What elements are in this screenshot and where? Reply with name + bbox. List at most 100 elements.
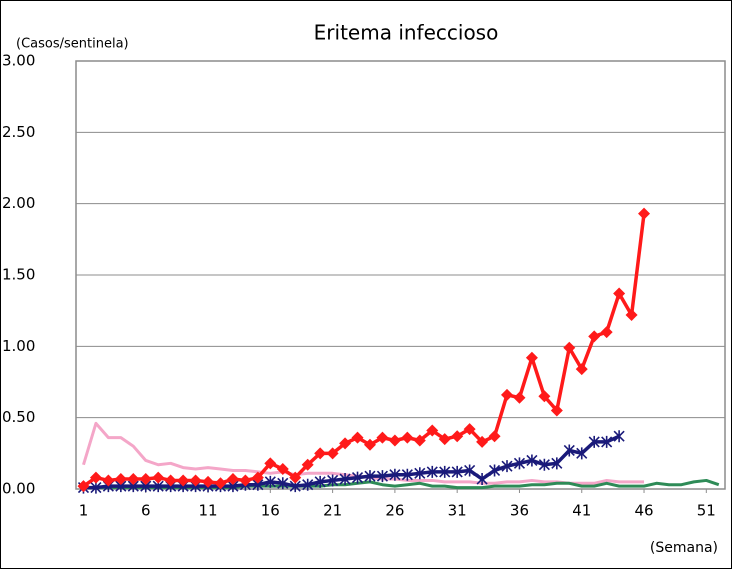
- point-marker: [551, 457, 563, 470]
- point-marker: [239, 474, 252, 487]
- point-marker: [77, 480, 90, 493]
- point-marker: [401, 431, 414, 444]
- point-marker: [339, 437, 352, 450]
- y-tick-label: 3.00: [2, 52, 35, 70]
- point-marker: [463, 423, 476, 436]
- y-tick-label: 0.50: [2, 408, 35, 426]
- point-marker: [302, 478, 314, 491]
- point-marker: [276, 463, 289, 476]
- point-marker: [438, 433, 451, 446]
- point-marker: [413, 434, 426, 447]
- point-marker: [376, 470, 389, 483]
- point-marker: [388, 434, 401, 447]
- point-marker: [152, 471, 165, 484]
- point-marker: [264, 475, 276, 488]
- point-marker: [451, 430, 464, 443]
- y-tick-label: 2.00: [2, 194, 35, 212]
- point-marker: [127, 473, 140, 486]
- point-marker: [464, 464, 476, 477]
- point-marker: [314, 447, 327, 460]
- y-tick-label: 2.50: [2, 123, 35, 141]
- x-tick-label: 21: [323, 502, 342, 520]
- point-marker: [638, 207, 651, 220]
- point-marker: [414, 467, 426, 480]
- point-marker: [327, 474, 339, 487]
- point-marker: [177, 474, 190, 487]
- point-marker: [588, 435, 600, 448]
- y-axis-label: (Casos/sentinela): [16, 37, 129, 52]
- point-marker: [364, 470, 376, 483]
- point-marker: [301, 458, 314, 471]
- x-tick-label: 46: [634, 502, 653, 520]
- point-marker: [563, 444, 575, 457]
- point-marker: [264, 457, 277, 470]
- point-marker: [563, 341, 576, 354]
- point-marker: [251, 471, 264, 484]
- point-marker: [226, 473, 239, 486]
- point-marker: [538, 390, 551, 403]
- point-marker: [625, 308, 638, 321]
- point-marker: [189, 474, 202, 487]
- point-marker: [476, 435, 489, 448]
- point-marker: [351, 431, 364, 444]
- point-marker: [202, 475, 215, 488]
- point-marker: [613, 430, 625, 443]
- point-marker: [351, 471, 364, 484]
- chart-title: Eritema infeccioso: [314, 21, 499, 45]
- plot-border: [75, 60, 726, 490]
- x-tick-label: 51: [697, 502, 716, 520]
- y-tick-label: 1.00: [2, 337, 35, 355]
- point-marker: [439, 465, 451, 478]
- point-marker: [488, 430, 501, 443]
- point-marker: [164, 474, 177, 487]
- point-marker: [525, 351, 538, 364]
- point-marker: [376, 431, 389, 444]
- y-tick-label: 0.00: [2, 480, 35, 498]
- series-line: [82, 213, 646, 488]
- point-marker: [426, 465, 438, 478]
- point-marker: [102, 474, 115, 487]
- point-marker: [314, 475, 326, 488]
- point-marker: [114, 473, 127, 486]
- x-axis-label: (Semana): [650, 540, 718, 556]
- point-marker: [277, 477, 289, 490]
- point-marker: [501, 388, 514, 401]
- point-marker: [326, 447, 339, 460]
- point-marker: [214, 477, 227, 490]
- point-marker: [513, 457, 526, 470]
- x-tick-label: 16: [261, 502, 280, 520]
- series-line: [83, 434, 620, 490]
- point-marker: [139, 473, 152, 486]
- point-marker: [513, 391, 526, 404]
- point-marker: [526, 454, 538, 467]
- y-tick-label: 1.50: [2, 266, 35, 284]
- x-tick-label: 11: [198, 502, 217, 520]
- point-marker: [601, 435, 613, 448]
- point-marker: [426, 424, 439, 437]
- x-tick-label: 6: [141, 502, 151, 520]
- point-marker: [389, 468, 401, 481]
- x-tick-label: 41: [572, 502, 591, 520]
- point-marker: [550, 404, 563, 417]
- point-marker: [451, 465, 463, 478]
- point-marker: [89, 471, 102, 484]
- point-marker: [339, 473, 351, 486]
- point-marker: [588, 330, 601, 343]
- x-tick-label: 26: [385, 502, 404, 520]
- point-marker: [576, 447, 588, 460]
- point-marker: [575, 363, 588, 376]
- point-marker: [401, 468, 413, 481]
- point-marker: [363, 438, 376, 451]
- point-marker: [488, 464, 501, 477]
- point-marker: [501, 460, 513, 473]
- x-tick-label: 1: [79, 502, 89, 520]
- x-tick-label: 31: [448, 502, 467, 520]
- point-marker: [476, 473, 488, 486]
- point-marker: [289, 471, 302, 484]
- x-tick-label: 36: [510, 502, 529, 520]
- point-marker: [538, 458, 550, 471]
- point-marker: [600, 326, 613, 339]
- point-marker: [613, 287, 626, 300]
